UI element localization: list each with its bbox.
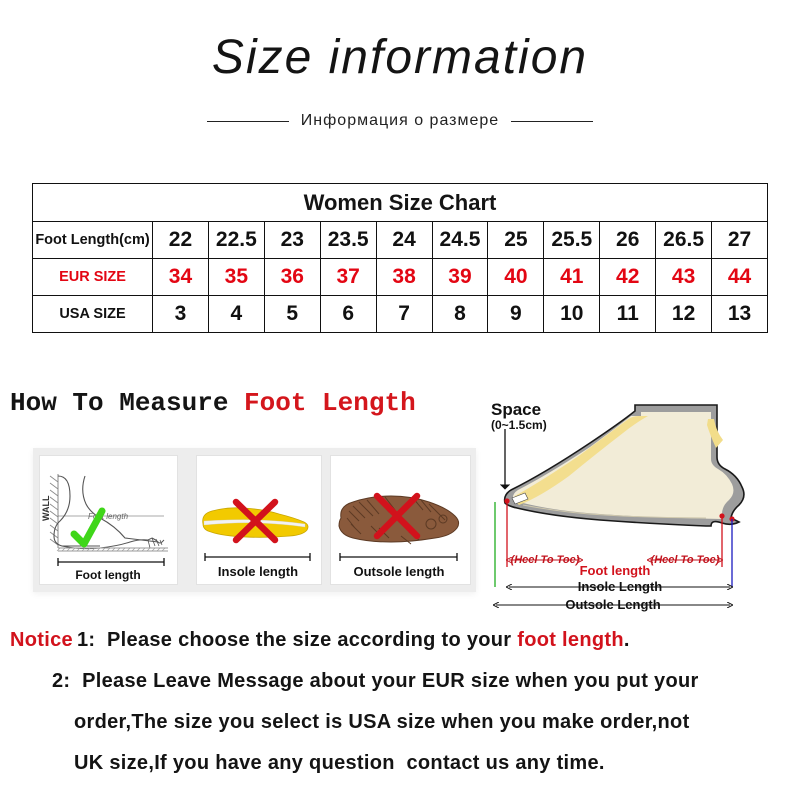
svg-text:Insole length: Insole length [218,564,298,579]
svg-text:Space: Space [491,400,541,419]
svg-text:Outsole length: Outsole length [354,564,445,579]
svg-text:Foot length: Foot length [580,563,651,578]
svg-text:(0~1.5cm): (0~1.5cm) [491,418,547,432]
svg-text:WALL: WALL [41,495,51,521]
svg-text:Foot length: Foot length [75,568,140,582]
svg-text:Insole Length: Insole Length [578,579,663,594]
svg-text:Outsole Length: Outsole Length [565,597,660,612]
svg-text:(Heel To Toe): (Heel To Toe) [651,554,720,566]
svg-text:(Heel To Toe): (Heel To Toe) [511,554,580,566]
